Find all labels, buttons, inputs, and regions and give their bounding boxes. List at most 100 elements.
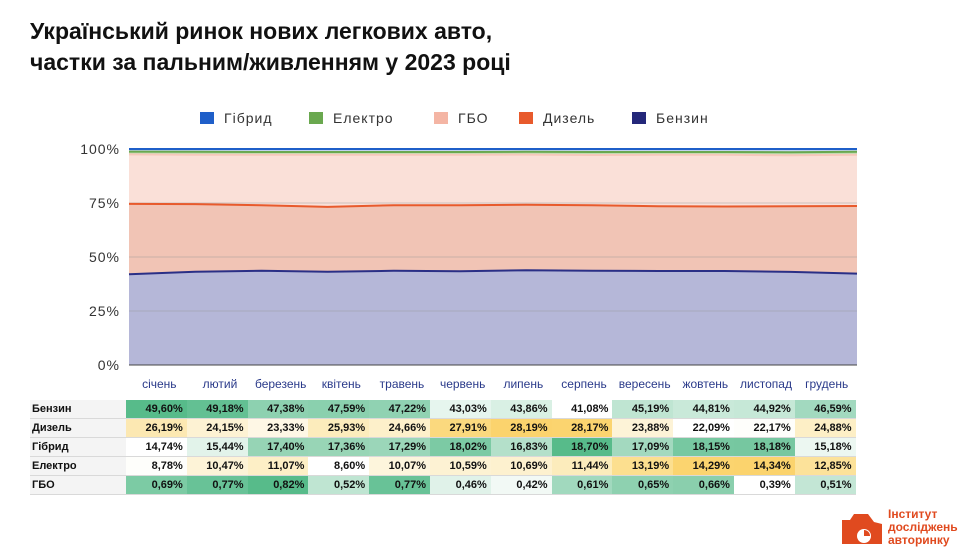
table-cell: 25,93% <box>308 418 370 438</box>
legend-swatch-4 <box>632 112 646 124</box>
table-cell: 8,60% <box>308 456 370 476</box>
table-cell: 0,65% <box>612 475 674 495</box>
table-cell: 49,60% <box>126 400 187 419</box>
y-tick-label-3: 75% <box>89 195 120 211</box>
table-row-label: Електро <box>30 456 126 476</box>
table-row: ГБО 0,69% 0,77% 0,82% 0,52% 0,77% 0,46% 0,42% 0,… <box>30 475 856 495</box>
table-row: Дизель 26,19% 24,15% 23,33% 25,93% 24,66% 27,9… <box>30 418 856 438</box>
table-cell: 0,77% <box>369 475 430 495</box>
legend-swatch-2 <box>434 112 448 124</box>
series-line-1 <box>128 202 858 208</box>
table-cell: 0,46% <box>429 475 491 495</box>
table-cell: 43,86% <box>490 400 552 419</box>
table-cell: 18,70% <box>551 437 613 457</box>
table-cell: 24,15% <box>186 418 248 438</box>
table-cell: 17,36% <box>308 437 370 457</box>
table-row: Бензин 49,60% 49,18% 47,38% 47,59% 47,22% 43,0… <box>30 400 856 419</box>
y-tick-label-1: 25% <box>89 303 120 319</box>
table-cell: 44,81% <box>673 400 734 419</box>
x-tick-label-8: вересень <box>619 377 671 391</box>
table-cell: 0,61% <box>551 475 613 495</box>
table-cell: 11,07% <box>247 456 309 476</box>
table-cell: 10,69% <box>490 456 552 476</box>
legend-swatch-0 <box>200 112 214 124</box>
table-cell: 17,09% <box>612 437 674 457</box>
legend-swatch-3 <box>519 112 533 124</box>
logo-line-2: досліджень <box>888 520 958 534</box>
table-cell: 16,83% <box>490 437 552 457</box>
table-cell: 47,38% <box>247 400 309 419</box>
table-cell: 0,39% <box>733 475 795 495</box>
logo-line-3: авторинку <box>888 533 950 547</box>
table-cell: 24,88% <box>794 418 856 438</box>
table-cell: 22,17% <box>733 418 795 438</box>
area-0 <box>129 270 857 365</box>
x-tick-label-3: квітень <box>322 377 361 391</box>
table-cell: 28,17% <box>551 418 613 438</box>
y-tick-label-4: 100% <box>80 141 120 157</box>
series-line-2 <box>128 153 858 157</box>
x-tick-label-2: березень <box>255 377 306 391</box>
legend-label-0: Гібрид <box>224 110 273 126</box>
logo-flag-shape <box>842 514 882 544</box>
table-cell: 45,19% <box>612 400 674 419</box>
table-cell: 46,59% <box>794 400 856 419</box>
chart-title-line-1: Український ринок нових легкових авто, <box>30 18 493 44</box>
table-row: Електро 8,78% 10,47% 11,07% 8,60% 10,07% 10,59… <box>30 456 856 476</box>
table-cell: 14,74% <box>126 437 187 457</box>
table-cell: 17,40% <box>247 437 309 457</box>
y-tick-label-0: 0% <box>98 357 120 373</box>
table-cell: 10,47% <box>186 456 248 476</box>
table-cell: 27,91% <box>429 418 491 438</box>
logo-icon <box>842 514 882 544</box>
x-tick-label-10: листопад <box>740 377 792 391</box>
table-cell: 10,07% <box>369 456 430 476</box>
table-row: Гібрид 14,74% 15,44% 17,40% 17,36% 17,29% 18,0… <box>30 437 856 457</box>
table-cell: 47,22% <box>369 400 430 419</box>
table-cell: 0,82% <box>247 475 309 495</box>
legend-label-4: Бензин <box>656 110 709 126</box>
x-tick-label-6: липень <box>503 377 543 391</box>
table-cell: 44,92% <box>733 400 795 419</box>
chart-title-line-2: частки за пальним/живленням у 2023 році <box>30 49 511 75</box>
series-line-3 <box>128 150 858 154</box>
table-cell: 43,03% <box>429 400 491 419</box>
table-cell: 0,77% <box>186 475 248 495</box>
x-tick-label-4: травень <box>380 377 425 391</box>
table-cell: 17,29% <box>369 437 430 457</box>
table-cell: 14,29% <box>673 456 734 476</box>
area-1 <box>129 203 857 275</box>
table-cell: 47,59% <box>308 400 370 419</box>
table-cell: 49,18% <box>186 400 248 419</box>
table-cell: 12,85% <box>794 456 856 476</box>
table-cell: 18,02% <box>429 437 491 457</box>
table-cell: 14,34% <box>733 456 795 476</box>
x-tick-label-11: грудень <box>805 377 848 391</box>
table-cell: 26,19% <box>126 418 187 438</box>
table-row-label: Гібрид <box>30 437 126 457</box>
table-row-label: Бензин <box>30 400 126 419</box>
table-cell: 15,44% <box>186 437 248 457</box>
table-cell: 15,18% <box>794 437 856 457</box>
x-tick-label-5: червень <box>440 377 485 391</box>
x-tick-label-9: жовтень <box>682 377 728 391</box>
logo-line-1: Інститут <box>888 507 938 521</box>
table-row-label: Дизель <box>30 418 126 438</box>
series-line-0 <box>128 269 858 276</box>
stacked-area-chart: Гібрид Електро ГБО Дизель Бензин 0% 25% 50% 75% 1… <box>80 110 858 391</box>
x-tick-label-0: січень <box>142 377 176 391</box>
table-cell: 0,51% <box>794 475 856 495</box>
table-cell: 11,44% <box>551 456 613 476</box>
table-row-label: ГБО <box>30 475 126 495</box>
table-cell: 41,08% <box>551 400 613 419</box>
table-cell: 0,52% <box>308 475 370 495</box>
institute-logo: Інститут досліджень авторинку <box>838 506 978 554</box>
table-cell: 0,42% <box>490 475 552 495</box>
legend-label-3: Дизель <box>543 110 595 126</box>
table-cell: 8,78% <box>126 456 187 476</box>
legend-label-1: Електро <box>333 110 394 126</box>
table-cell: 24,66% <box>369 418 430 438</box>
x-tick-label-7: серпень <box>561 377 606 391</box>
logo-text: Інститут досліджень авторинку <box>888 508 958 547</box>
table-cell: 22,09% <box>673 418 734 438</box>
